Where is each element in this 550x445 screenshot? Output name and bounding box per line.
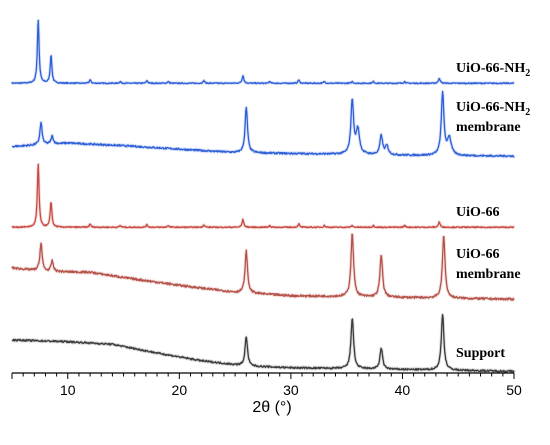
x-tick-label: 10 <box>60 382 76 398</box>
series-line <box>11 314 515 373</box>
series-line <box>11 163 515 229</box>
series-line <box>11 19 515 85</box>
series-label-name: UiO-66 <box>456 205 500 220</box>
series-label-name: UiO-66-NH <box>456 61 525 76</box>
series-halo <box>10 232 516 302</box>
series-label: UiO-66-NH2 membrane <box>456 100 530 135</box>
x-axis: 10 20 30 40 50 <box>11 372 522 398</box>
series-halo <box>10 162 516 230</box>
series-label-name: UiO-66-NH <box>456 100 525 115</box>
series-label: UiO-66 <box>456 205 500 220</box>
x-tick-label: 40 <box>395 382 411 398</box>
series-label: UiO-66-NH2 <box>456 61 530 79</box>
series-label-name: Support <box>456 346 505 361</box>
series-label-suffix: membrane <box>456 267 521 282</box>
series-label: Support <box>456 346 505 361</box>
x-tick-label: 20 <box>172 382 188 398</box>
series-line <box>11 90 515 158</box>
series-halo <box>10 18 516 86</box>
x-axis-title: 2θ (°) <box>252 399 291 416</box>
series-label-name: UiO-66 <box>456 247 500 262</box>
series-label-subscript: 2 <box>525 68 530 79</box>
series-label: UiO-66 membrane <box>456 247 521 282</box>
x-tick-label: 30 <box>283 382 299 398</box>
x-axis-ticks: 10 20 30 40 50 <box>11 373 522 398</box>
series-line <box>11 233 515 301</box>
series-label-suffix: membrane <box>456 120 521 135</box>
series-traces <box>10 18 516 374</box>
series-label-subscript: 2 <box>525 107 530 118</box>
x-tick-label: 50 <box>506 382 522 398</box>
